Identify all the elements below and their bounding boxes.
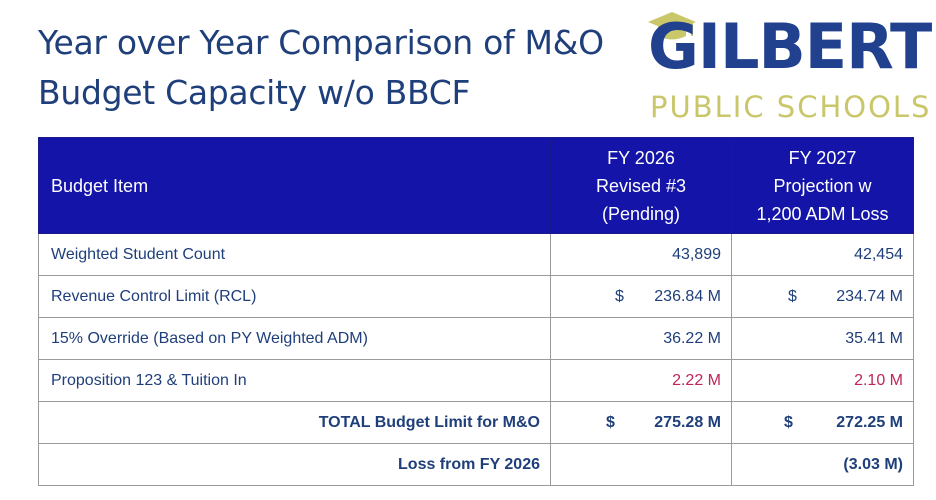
dollar-sign: $ [784,413,793,431]
table-row: 15% Override (Based on PY Weighted ADM) … [38,317,914,360]
table-row: Revenue Control Limit (RCL) $236.84 M $2… [38,275,914,318]
cell-value: 272.25 M [836,413,903,431]
budget-comparison-table: Budget Item FY 2026 Revised #3 (Pending)… [38,137,914,486]
row-fy2027-value: $234.74 M [731,275,914,318]
total-fy2026-value: $275.28 M [550,401,732,444]
cell-value: 36.22 M [663,329,721,347]
total-label: TOTAL Budget Limit for M&O [38,401,551,444]
loss-fy2027-value: (3.03 M) [731,443,914,486]
graduation-cap-icon [648,12,696,40]
header-fy2027-line-3: 1,200 ADM Loss [756,203,889,224]
row-fy2026-value: $236.84 M [550,275,732,318]
slide-title-line-2: Budget Capacity w/o BBCF [38,73,471,112]
table-header-row: Budget Item FY 2026 Revised #3 (Pending)… [38,137,914,234]
row-fy2027-value: 2.10 M [731,359,914,402]
logo-subtitle: PUBLIC SCHOOLS [650,90,932,124]
logo-wordmark: GILBERT [648,10,932,83]
loss-fy2026-value [550,443,732,486]
dollar-sign: $ [788,287,797,305]
row-label: Proposition 123 & Tuition In [38,359,551,402]
slide-title: Year over Year Comparison of M&O Budget … [38,18,604,118]
loss-row: Loss from FY 2026 (3.03 M) [38,443,914,486]
row-fy2027-value: 35.41 M [731,317,914,360]
gilbert-logo: GILBERT PUBLIC SCHOOLS [648,10,932,128]
header-fy2026-line-3: (Pending) [601,203,681,224]
cell-value: 42,454 [854,245,903,263]
table-row: Weighted Student Count 43,899 42,454 [38,233,914,276]
header-fy2026-line-1: FY 2026 [607,147,675,168]
cell-value: 2.22 M [672,371,721,389]
total-row: TOTAL Budget Limit for M&O $275.28 M $27… [38,401,914,444]
header-fy2027-line-2: Projection w [773,175,872,196]
header-budget-item: Budget Item [38,137,551,234]
header-fy2027: FY 2027 Projection w 1,200 ADM Loss [731,137,914,234]
row-label: Weighted Student Count [38,233,551,276]
row-fy2027-value: 42,454 [731,233,914,276]
row-label: Revenue Control Limit (RCL) [38,275,551,318]
row-fy2026-value: 2.22 M [550,359,732,402]
loss-label: Loss from FY 2026 [38,443,551,486]
row-fy2026-value: 36.22 M [550,317,732,360]
cell-value: 236.84 M [654,287,721,305]
cell-value: 2.10 M [854,371,903,389]
cell-value: 275.28 M [654,413,721,431]
table-row: Proposition 123 & Tuition In 2.22 M 2.10… [38,359,914,402]
header-fy2027-line-1: FY 2027 [788,147,857,168]
cell-value: 35.41 M [845,329,903,347]
cell-value: 234.74 M [836,287,903,305]
row-label: 15% Override (Based on PY Weighted ADM) [38,317,551,360]
header-fy2026-line-2: Revised #3 [595,175,687,196]
header-fy2026: FY 2026 Revised #3 (Pending) [550,137,732,234]
dollar-sign: $ [606,413,615,431]
slide-title-line-1: Year over Year Comparison of M&O [38,23,604,62]
row-fy2026-value: 43,899 [550,233,732,276]
cell-value: 43,899 [672,245,721,263]
total-fy2027-value: $272.25 M [731,401,914,444]
dollar-sign: $ [615,287,624,305]
